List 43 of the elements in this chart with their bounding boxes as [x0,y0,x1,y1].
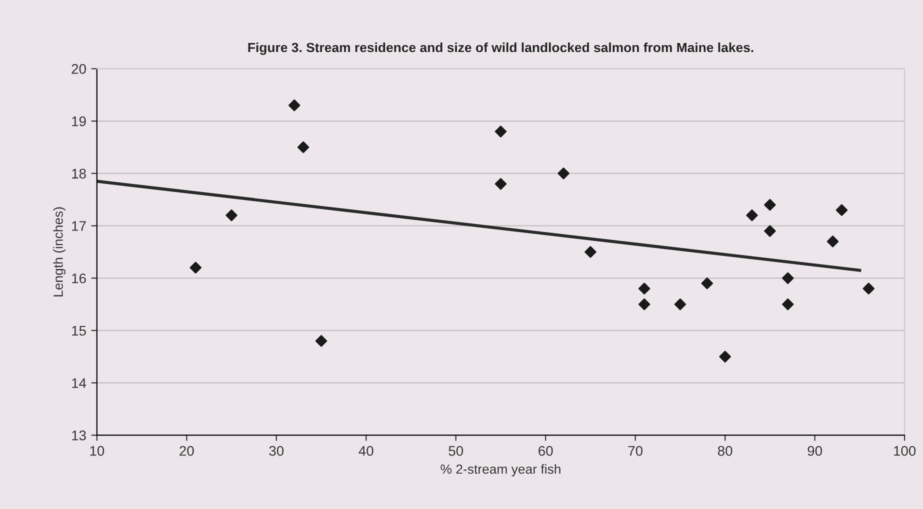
point [315,335,328,347]
x-tick-label: 20 [180,446,194,456]
x-tick-label: 40 [358,446,374,456]
x-tick-label: 80 [718,446,732,456]
point [782,298,794,310]
y-axis-title: Length (inches) [53,207,66,296]
point [862,282,875,294]
x-axis-title: % 2-stream year fish [440,464,560,476]
point [190,262,202,274]
point [638,298,650,310]
point [701,277,714,290]
point [226,209,238,222]
point [558,168,570,180]
y-tick-label: 18 [72,168,86,179]
y-tick-label: 17 [72,221,86,231]
point [782,272,794,284]
point [719,350,731,363]
point [288,99,300,112]
point [638,282,650,294]
point [494,178,507,190]
point [764,225,776,237]
point [297,141,310,154]
y-tick-label: 14 [72,378,86,388]
x-tick-label: 100 [894,446,916,456]
point [826,236,839,248]
y-tick-label: 16 [72,273,86,284]
y-tick-label: 20 [72,64,86,74]
chart-title: Figure 3. Stream residence and size of wild landlocked salmon from Maine lakes. [248,42,754,55]
x-tick-label: 30 [269,446,284,456]
point [746,209,758,222]
point [494,126,507,138]
x-tick-label: 70 [628,446,643,456]
point [764,198,776,211]
x-tick-label: 60 [538,446,553,456]
x-tick-label: 50 [448,446,464,456]
y-tick-label: 15 [72,326,86,336]
point [674,298,686,310]
x-tick-label: 90 [808,446,822,456]
y-tick-label: 19 [72,116,86,126]
y-tick-label: 13 [72,430,86,440]
x-tick-label: 10 [90,446,104,456]
point [836,204,848,216]
point [584,246,596,258]
